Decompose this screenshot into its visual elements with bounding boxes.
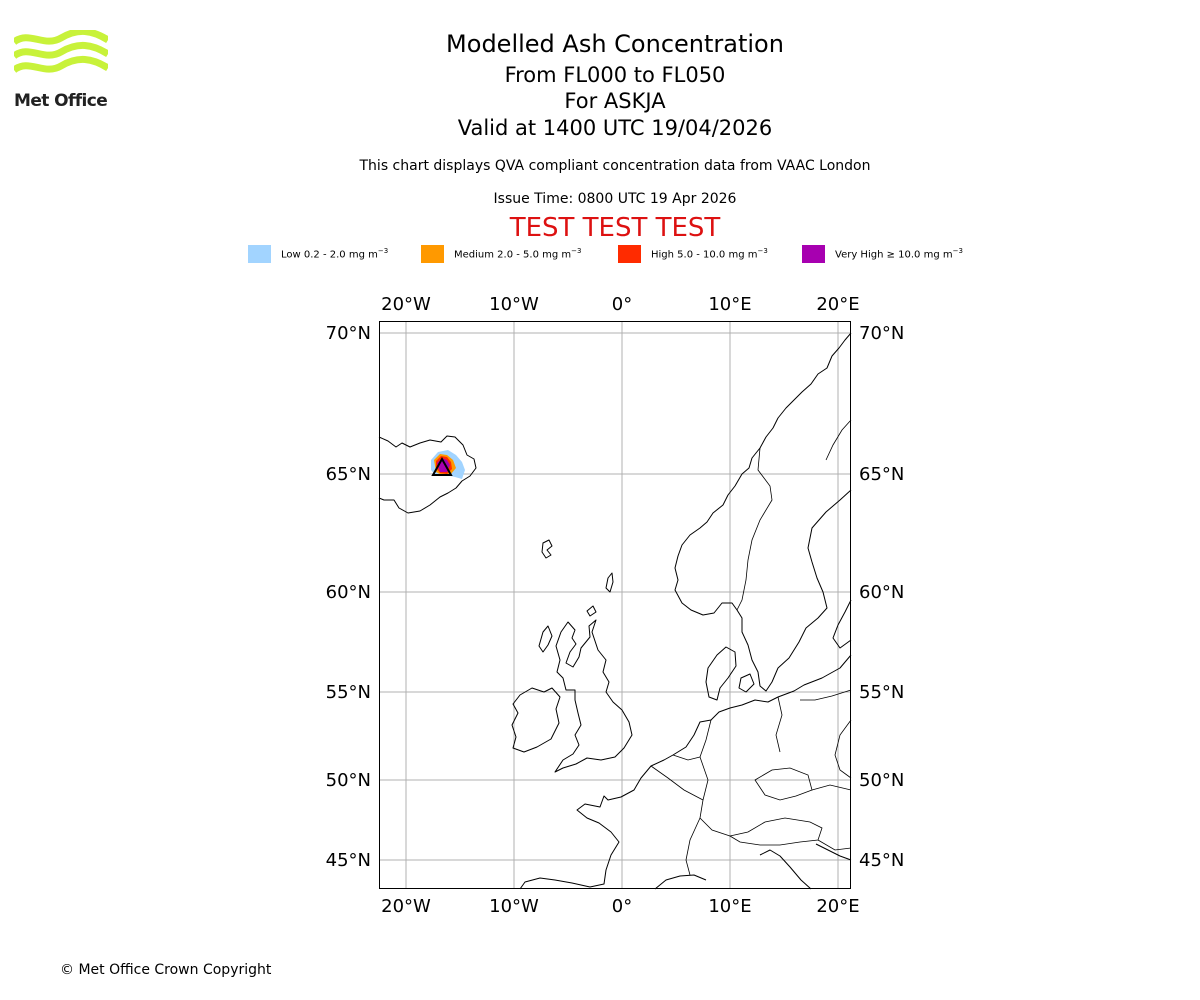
lat-tick-right: 50°N	[859, 770, 904, 791]
border-austria	[728, 817, 823, 846]
lon-tick-bottom: 10°W	[489, 896, 539, 917]
border-france-belgium	[650, 765, 704, 801]
coast-baltic-east	[832, 599, 852, 649]
lat-tick-left: 60°N	[326, 582, 371, 603]
border-czech	[754, 767, 813, 801]
test-banner: TEST TEST TEST	[509, 213, 721, 243]
legend-label-low: Low 0.2 - 2.0 mg m	[281, 249, 378, 261]
coast-italy	[759, 849, 812, 890]
legend-item-high: High 5.0 - 10.0 mg m−3	[618, 244, 768, 264]
lat-tick-right: 60°N	[859, 582, 904, 603]
lat-tick-left: 55°N	[326, 682, 371, 703]
legend-swatch-medium	[421, 245, 444, 263]
met-office-logo-icon	[14, 30, 108, 74]
lat-tick-right: 65°N	[859, 464, 904, 485]
country-borders	[650, 419, 852, 876]
legend-label-high: High 5.0 - 10.0 mg m	[651, 249, 758, 261]
met-office-logo-text: Met Office	[14, 91, 108, 111]
coast-iceland	[378, 435, 477, 514]
border-poland-east	[834, 719, 852, 779]
lat-tick-right: 55°N	[859, 682, 904, 703]
issue-time: Issue Time: 0800 UTC 19 Apr 2026	[493, 191, 737, 207]
legend-label-very-high: Very High ≥ 10.0 mg m	[835, 249, 953, 261]
valid-time: Valid at 1400 UTC 19/04/2026	[457, 116, 773, 140]
coast-hebrides	[538, 625, 553, 653]
legend-item-very-high: Very High ≥ 10.0 mg m−3	[802, 244, 963, 264]
legend-swatch-high	[618, 245, 641, 263]
coast-scandinavia	[674, 332, 852, 692]
lat-tick-left: 45°N	[326, 850, 371, 871]
border-slovakia-hungary	[811, 784, 852, 791]
coast-ireland	[511, 687, 561, 753]
map-gridlines	[379, 321, 851, 889]
legend-swatch-very-high	[802, 245, 825, 263]
coast-zealand	[738, 673, 755, 693]
lat-tick-left: 50°N	[326, 770, 371, 791]
ash-concentration-map: 20°W 10°W 0° 10°E 20°E 20°W 10°W 0° 10°E…	[326, 294, 905, 917]
border-germany-poland	[775, 696, 783, 753]
coast-continent	[519, 654, 852, 890]
lat-tick-left: 70°N	[326, 323, 371, 344]
chart-description: This chart displays QVA compliant concen…	[359, 158, 871, 174]
copyright-notice: © Met Office Crown Copyright	[60, 962, 272, 978]
map-frame	[379, 321, 851, 889]
lat-tick-right: 70°N	[859, 323, 904, 344]
lon-tick-top: 20°W	[381, 294, 431, 315]
lat-tick-left: 65°N	[326, 464, 371, 485]
coastlines	[378, 332, 852, 890]
volcano-name: For ASKJA	[564, 89, 666, 113]
coast-faroe	[541, 539, 553, 559]
border-benelux	[672, 754, 701, 761]
border-france-switzerland	[685, 817, 701, 876]
lon-tick-top: 10°E	[708, 294, 751, 315]
border-lithuania	[800, 689, 852, 701]
legend-label-medium: Medium 2.0 - 5.0 mg m	[454, 249, 572, 261]
border-norway-sweden	[736, 447, 773, 611]
legend-item-medium: Medium 2.0 - 5.0 mg m−3	[421, 244, 581, 264]
lon-tick-top: 20°E	[816, 294, 859, 315]
coast-denmark	[705, 646, 737, 701]
chart-title: Modelled Ash Concentration	[446, 30, 784, 58]
coast-great-britain	[554, 619, 633, 773]
border-germany-west	[699, 719, 731, 837]
coast-shetland	[605, 572, 614, 593]
coast-adriatic	[815, 843, 852, 861]
lon-tick-bottom: 10°E	[708, 896, 751, 917]
coast-med-france	[654, 874, 707, 890]
border-balkans	[817, 839, 852, 851]
flight-level-range: From FL000 to FL050	[504, 63, 726, 87]
legend-item-low: Low 0.2 - 2.0 mg m−3	[248, 244, 388, 264]
lon-tick-bottom: 20°W	[381, 896, 431, 917]
volcano-icon	[431, 456, 453, 476]
border-sweden-finland	[825, 419, 852, 461]
lon-tick-bottom: 20°E	[816, 896, 859, 917]
legend-swatch-low	[248, 245, 271, 263]
coast-orkney	[586, 605, 597, 617]
lon-tick-bottom: 0°	[612, 896, 632, 917]
lon-tick-top: 10°W	[489, 294, 539, 315]
lon-tick-top: 0°	[612, 294, 632, 315]
lat-tick-right: 45°N	[859, 850, 904, 871]
